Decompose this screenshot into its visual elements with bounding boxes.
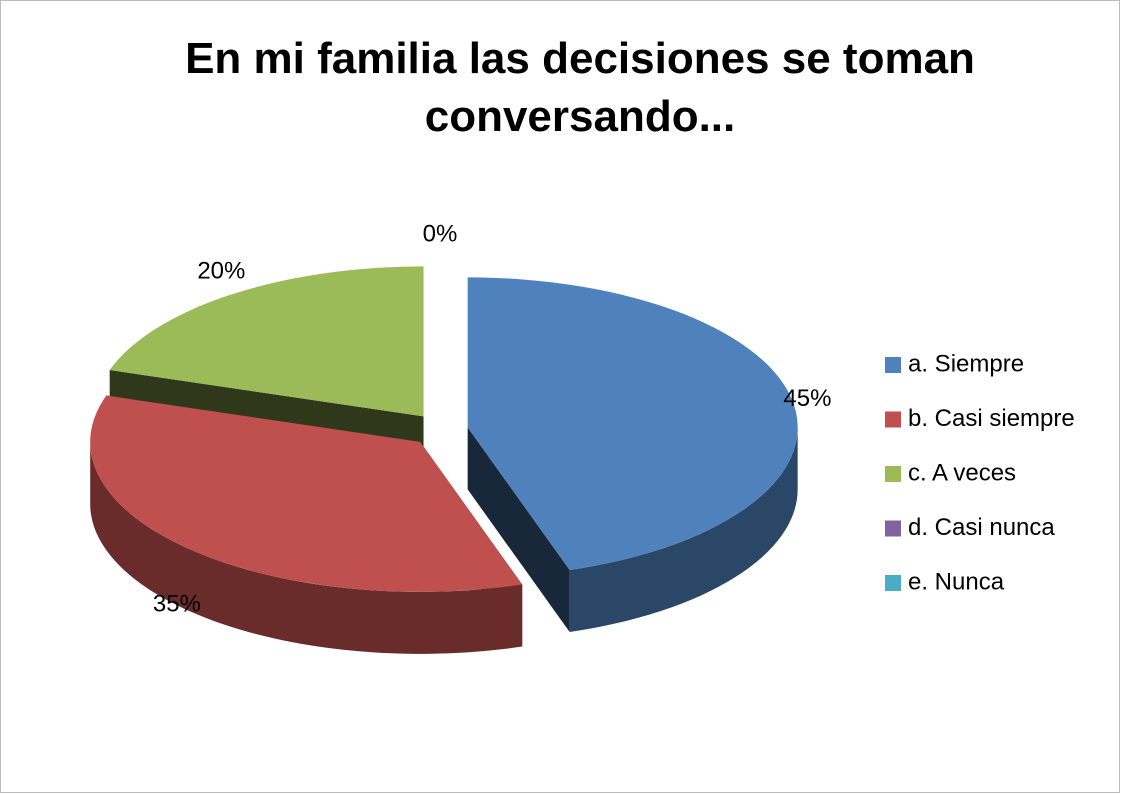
slice-side xyxy=(569,427,798,633)
slice-wall xyxy=(467,427,570,633)
legend-swatch xyxy=(885,411,901,428)
legend-swatch xyxy=(885,466,901,482)
data-label: 35% xyxy=(153,590,201,617)
legend-label: e. Nunca xyxy=(908,568,1005,595)
legend-swatch xyxy=(885,357,901,373)
data-label: 20% xyxy=(197,258,245,285)
legend-label: b. Casi siempre xyxy=(908,405,1075,432)
data-label: 45% xyxy=(783,385,831,412)
legend-swatch xyxy=(885,575,901,591)
pie-slice xyxy=(467,277,798,571)
slice-side xyxy=(90,441,523,654)
legend-label: d. Casi nunca xyxy=(908,514,1055,541)
legend-swatch xyxy=(885,520,901,537)
slice-tops xyxy=(90,266,798,592)
data-label: 0% xyxy=(423,220,458,247)
legend-label: c. A veces xyxy=(908,459,1016,486)
legend-label: a. Siempre xyxy=(908,350,1024,377)
pie-slice xyxy=(90,395,523,592)
pie-slice xyxy=(109,266,424,417)
chart-title: En mi familia las decisiones se toman co… xyxy=(185,34,975,141)
